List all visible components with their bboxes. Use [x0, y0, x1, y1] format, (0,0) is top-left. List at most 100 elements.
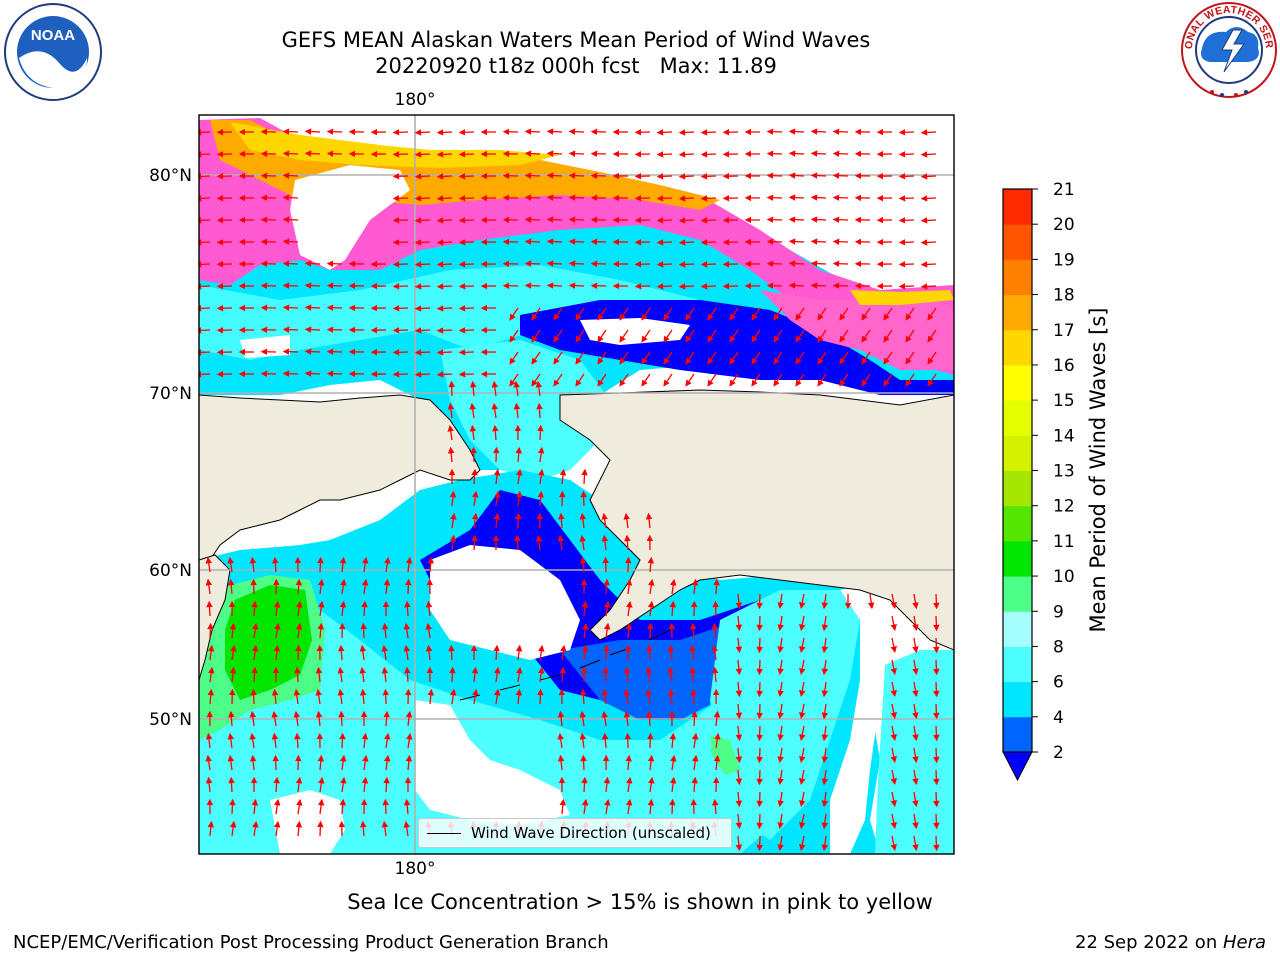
wind-wave-arrow [403, 622, 411, 639]
wind-wave-arrow [713, 578, 720, 595]
wind-wave-arrow [766, 238, 783, 245]
wind-wave-arrow [524, 194, 541, 201]
wind-wave-arrow [205, 776, 213, 793]
wind-wave-arrow [766, 216, 783, 223]
wind-wave-arrow [579, 732, 587, 749]
wind-wave-arrow [251, 600, 258, 617]
wind-wave-arrow [912, 835, 919, 852]
wind-wave-arrow [912, 813, 919, 830]
ice-hole-1 [290, 165, 410, 270]
wind-wave-arrow [251, 666, 258, 683]
wind-wave-arrow [821, 747, 829, 764]
colorbar-tick-label: 16 [1053, 356, 1075, 376]
wind-wave-arrow [756, 593, 763, 610]
wind-wave-arrow [326, 260, 343, 267]
wind-wave-arrow [597, 373, 607, 387]
wind-wave-arrow [714, 732, 721, 749]
wind-wave-arrow [597, 307, 607, 321]
wind-wave-arrow [557, 732, 564, 749]
wind-wave-arrow [905, 373, 915, 387]
wind-wave-arrow [647, 622, 654, 639]
wind-wave-arrow [799, 593, 806, 609]
wind-wave-arrow [729, 351, 739, 365]
wind-wave-arrow [362, 556, 369, 573]
wind-wave-arrow [340, 578, 347, 595]
wind-wave-arrow [361, 578, 369, 595]
wind-wave-arrow [839, 351, 849, 365]
wind-wave-arrow [304, 370, 321, 377]
wind-wave-arrow [777, 835, 784, 852]
wind-wave-arrow [228, 710, 235, 727]
wind-wave-arrow [458, 217, 475, 224]
wind-wave-arrow [773, 329, 783, 343]
wind-wave-arrow [867, 593, 875, 610]
wind-wave-arrow [447, 402, 455, 419]
wind-wave-arrow [839, 329, 849, 343]
wind-wave-arrow [890, 835, 897, 851]
wind-wave-arrow [756, 813, 763, 830]
wind-wave-arrow [414, 217, 431, 224]
wind-wave-arrow [799, 615, 806, 631]
wind-wave-arrow [623, 666, 631, 683]
wind-wave-arrow [404, 600, 411, 617]
wind-wave-arrows [199, 128, 940, 852]
wind-wave-arrow [414, 349, 431, 356]
wind-wave-arrow [700, 173, 717, 180]
wind-wave-arrow [546, 150, 563, 157]
wind-wave-arrow [568, 172, 585, 179]
wind-wave-arrow [317, 622, 324, 639]
wind-wave-arrow [663, 373, 673, 387]
wind-wave-arrow [751, 307, 761, 321]
wind-wave-arrow [458, 305, 475, 312]
wind-wave-arrow [898, 195, 915, 202]
wind-wave-arrow [625, 798, 633, 815]
wind-wave-arrow [229, 666, 237, 683]
wind-wave-arrow [756, 637, 763, 654]
wind-wave-arrow [625, 754, 632, 771]
wind-wave-arrow [788, 172, 805, 179]
wind-wave-arrow [656, 195, 673, 202]
wind-wave-arrow [601, 534, 609, 551]
wind-wave-arrow [318, 776, 325, 793]
wind-wave-arrow [647, 754, 655, 771]
wind-wave-arrow [619, 351, 629, 365]
wind-wave-arrow [524, 260, 541, 267]
wind-wave-arrow [315, 688, 322, 705]
wind-wave-arrow [414, 173, 431, 180]
wind-wave-arrow [756, 791, 763, 808]
wind-wave-arrow [920, 151, 937, 158]
wind-wave-arrow [472, 490, 479, 507]
wind-wave-arrow [471, 512, 479, 529]
colorbar-segment [1003, 189, 1032, 225]
wind-wave-arrow [817, 351, 827, 365]
lat-label-50n: 50°N [149, 710, 192, 730]
wind-wave-arrow [405, 710, 413, 727]
wind-wave-arrow [458, 327, 475, 334]
wind-wave-arrow [788, 194, 805, 201]
wind-wave-arrow [274, 622, 281, 639]
wind-wave-arrow [272, 556, 279, 573]
wind-wave-arrow [361, 776, 369, 793]
wind-wave-arrow [282, 260, 299, 267]
wind-wave-arrow [691, 732, 699, 749]
wind-wave-arrow [361, 600, 368, 617]
wind-wave-arrow [524, 216, 541, 223]
wind-wave-arrow [799, 703, 806, 719]
wind-wave-arrow [619, 307, 629, 321]
wind-wave-arrow [788, 150, 805, 157]
wind-wave-arrow [537, 446, 545, 463]
wind-wave-arrow [274, 798, 281, 815]
wind-wave-arrow [927, 373, 937, 387]
wind-wave-arrow [381, 644, 388, 661]
colorbar-segment [1003, 611, 1032, 647]
wind-wave-arrow [568, 238, 585, 245]
wind-wave-arrow [582, 622, 589, 639]
wind-wave-arrow [282, 216, 299, 223]
wind-wave-arrow [491, 380, 499, 397]
wind-wave-arrow [339, 798, 346, 815]
wind-wave-arrow [304, 348, 321, 355]
wind-wave-arrow [568, 194, 585, 201]
wind-wave-arrow [821, 835, 829, 852]
wind-wave-arrow [558, 512, 565, 529]
wind-wave-arrow [568, 216, 585, 223]
